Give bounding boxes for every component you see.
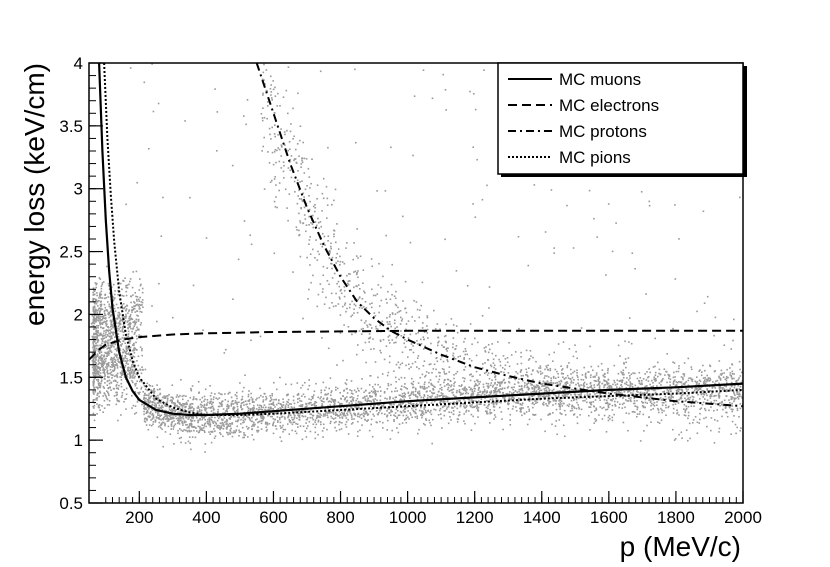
legend-shadow [743, 66, 747, 177]
y-tick-label: 4 [74, 54, 83, 73]
x-tick-label: 200 [125, 508, 153, 527]
legend-box [497, 62, 744, 175]
series-line-mc-electrons [89, 329, 743, 361]
y-tick-label: 2.5 [59, 243, 83, 262]
legend-label: MC protons [559, 122, 647, 141]
y-tick-label: 1.5 [59, 368, 83, 387]
y-tick-label: 3 [74, 180, 83, 199]
y-axis-title: energy loss (keV/cm) [19, 63, 50, 326]
legend-label: MC electrons [559, 96, 659, 115]
x-tick-label: 1800 [657, 508, 695, 527]
x-tick-label: 1400 [523, 508, 561, 527]
legend-label: MC pions [559, 148, 631, 167]
x-axis-title: p (MeV/c) [620, 531, 741, 562]
legend: MC muons MC electrons MC protons MC pions [497, 62, 747, 177]
series-line-mc-pions [103, 63, 743, 416]
y-tick-label: 3.5 [59, 117, 83, 136]
x-tick-label: 2000 [724, 508, 762, 527]
x-tick-label: 1200 [456, 508, 494, 527]
x-tick-label: 600 [259, 508, 287, 527]
x-tick-label: 400 [192, 508, 220, 527]
plot-frame [88, 62, 744, 504]
curves [89, 63, 743, 417]
x-tick-label: 1600 [590, 508, 628, 527]
series-line-mc-muons [98, 63, 743, 417]
x-tick-label: 800 [326, 508, 354, 527]
y-tick-label: 1 [74, 431, 83, 450]
legend-label: MC muons [559, 70, 641, 89]
legend-shadow [501, 174, 747, 177]
y-tick-label: 2 [74, 305, 83, 324]
axes: 200 400 600 800 1000 1200 1400 1600 1800 2000 0.5 1… [59, 54, 762, 527]
series-line-mc-protons [255, 63, 743, 408]
x-tick-label: 1000 [389, 508, 427, 527]
y-tick-label: 0.5 [59, 494, 83, 513]
